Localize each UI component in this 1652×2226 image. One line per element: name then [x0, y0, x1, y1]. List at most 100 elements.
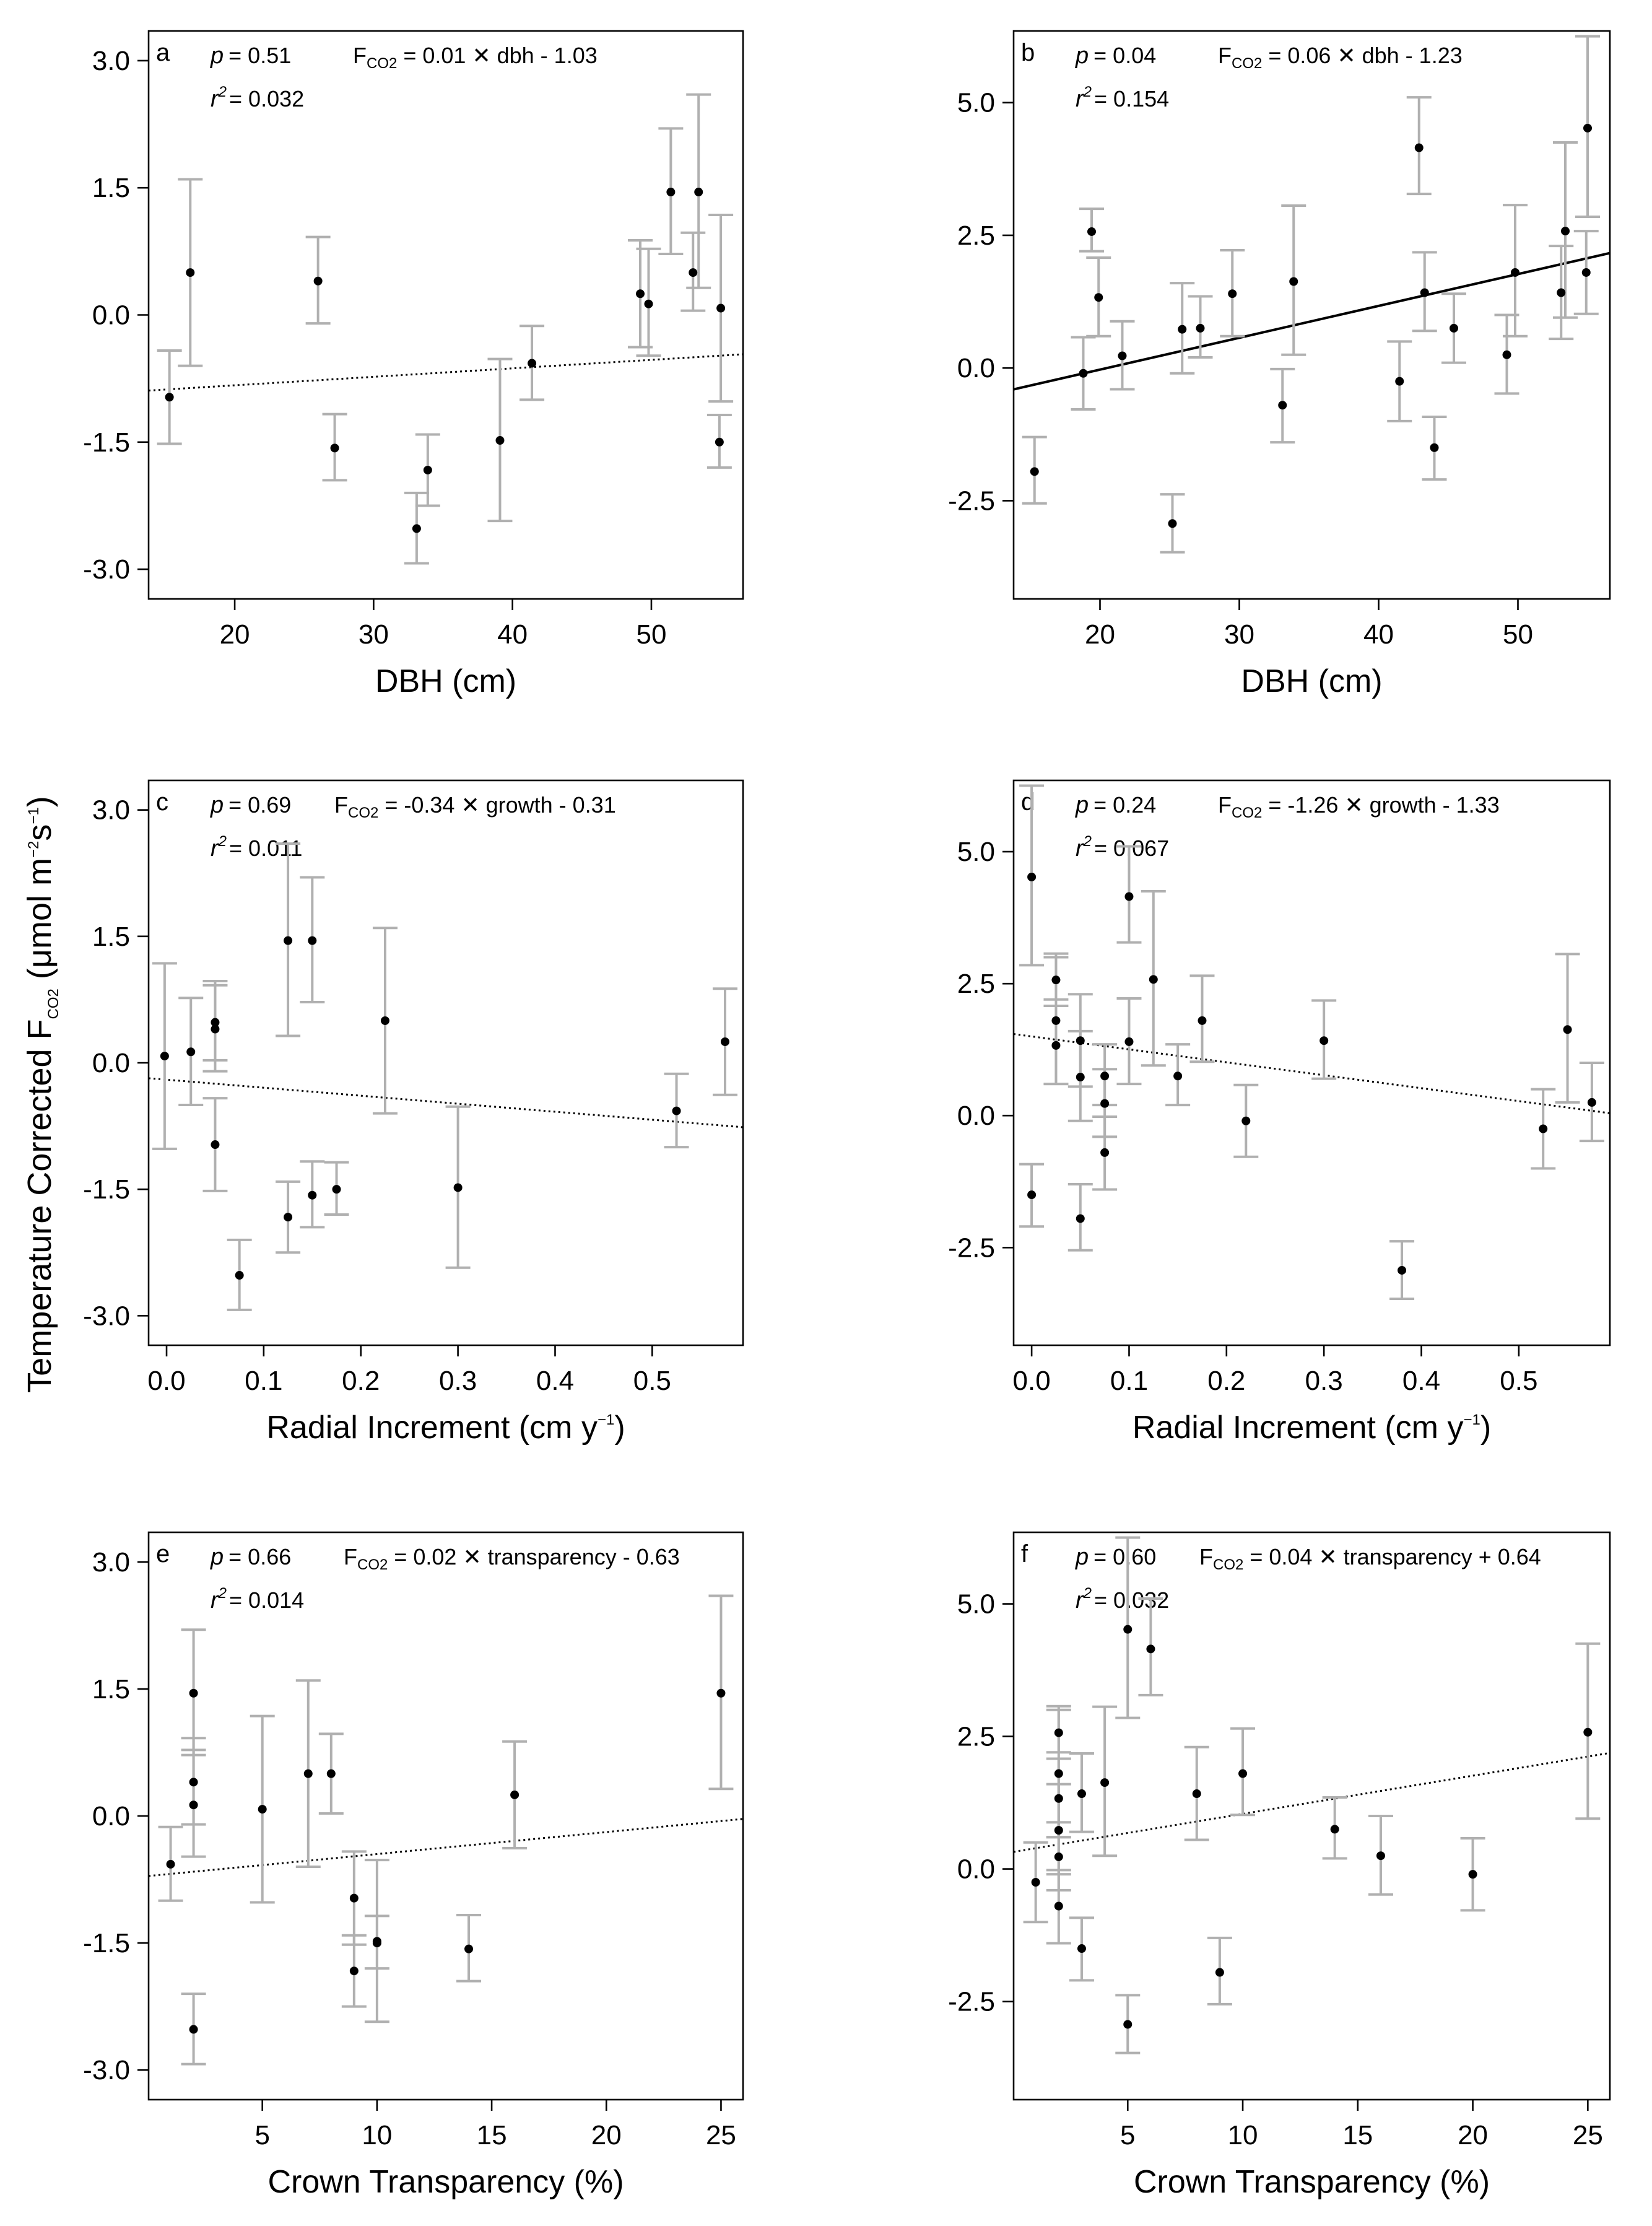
- panel-letter-e: e: [156, 1540, 170, 1568]
- data-point: [186, 1047, 196, 1057]
- data-point: [412, 524, 421, 533]
- data-point: [1054, 1852, 1063, 1861]
- data-point: [1123, 1625, 1132, 1634]
- data-point: [1228, 289, 1237, 299]
- x-axis-label-b: DBH (cm): [1241, 663, 1382, 699]
- data-point: [1241, 1116, 1251, 1125]
- r2-value-b: r2 = 0.154: [1076, 84, 1169, 112]
- plot-area-b: [1014, 35, 1610, 554]
- data-point: [1123, 2020, 1132, 2029]
- data-point: [1511, 268, 1519, 277]
- regression-equation-f: FCO2 = 0.04 ✕ transparency + 0.64: [1199, 1544, 1541, 1573]
- y-tick-label-d: -2.5: [948, 1233, 995, 1263]
- data-point: [1124, 892, 1134, 901]
- data-point: [1581, 268, 1591, 277]
- regression-line-e: [149, 1818, 743, 1877]
- x-tick-label-e: 10: [362, 2120, 392, 2150]
- data-point: [1146, 1644, 1155, 1654]
- x-tick-label-d: 0.3: [1305, 1366, 1343, 1396]
- y-tick-label-e: -1.5: [83, 1928, 130, 1958]
- data-point: [1376, 1851, 1385, 1861]
- data-point: [1079, 369, 1088, 378]
- y-tick-label-c: 0.0: [92, 1048, 130, 1078]
- plot-frame-b: [1012, 30, 1611, 600]
- data-point: [1076, 1073, 1085, 1082]
- data-point: [258, 1805, 267, 1814]
- data-point: [1420, 288, 1429, 297]
- regression-equation-c: FCO2 = -0.34 ✕ growth - 0.31: [334, 792, 616, 821]
- data-point: [1430, 443, 1439, 452]
- data-point: [1124, 1037, 1134, 1046]
- plot-frame-d: [1012, 779, 1611, 1347]
- r2-value-f: r2 = 0.032: [1076, 1585, 1169, 1613]
- y-tick-label-f: 2.5: [957, 1722, 995, 1752]
- x-tick-label-a: 30: [359, 619, 389, 650]
- data-point: [1087, 227, 1096, 236]
- data-point: [1289, 277, 1298, 286]
- data-point: [1502, 350, 1511, 359]
- data-point: [189, 1800, 198, 1810]
- y-tick-label-a: 0.0: [92, 300, 130, 331]
- plot-area-c: [149, 842, 743, 1311]
- data-point: [189, 1778, 198, 1787]
- data-point: [1051, 1041, 1061, 1050]
- data-point: [349, 1893, 359, 1903]
- data-point: [235, 1271, 244, 1280]
- plot-area-e: [149, 1594, 743, 2066]
- y-tick-label-f: 5.0: [957, 1589, 995, 1620]
- y-tick-label-b: 2.5: [957, 220, 995, 251]
- r2-value-d: r2 = 0.067: [1076, 833, 1169, 862]
- data-point: [1561, 227, 1570, 236]
- data-point: [332, 1185, 341, 1194]
- data-point: [1539, 1124, 1548, 1133]
- data-point: [308, 936, 317, 945]
- data-point: [666, 188, 676, 197]
- data-point: [1398, 1265, 1407, 1275]
- y-tick-label-d: 0.0: [957, 1101, 995, 1131]
- data-point: [1278, 401, 1287, 410]
- x-tick-label-c: 0.4: [536, 1366, 574, 1396]
- data-point: [349, 1966, 359, 1976]
- data-point: [1196, 323, 1205, 333]
- regression-equation-b: FCO2 = 0.06 ✕ dbh - 1.23: [1218, 43, 1463, 72]
- panel-a: -3.0 -1.5 0.0 1.5 3.0 20 30 40 50 DBH (cm) a p = 0.5…: [83, 30, 744, 699]
- y-tick-label-a: -1.5: [83, 427, 130, 458]
- data-point: [1051, 1016, 1061, 1025]
- data-point: [720, 1037, 729, 1046]
- y-tick-label-b: -2.5: [948, 486, 995, 516]
- data-point: [308, 1190, 317, 1200]
- x-tick-label-f: 20: [1458, 2120, 1488, 2150]
- plot-frame-e: [147, 1531, 744, 2101]
- y-tick-label-c: 3.0: [92, 795, 130, 826]
- plot-area-f: [1014, 1536, 1610, 2054]
- data-point: [715, 437, 724, 447]
- x-tick-label-b: 50: [1503, 619, 1533, 650]
- y-tick-label-e: -3.0: [83, 2055, 130, 2085]
- x-axis-label-a: DBH (cm): [375, 663, 516, 699]
- y-tick-label-b: 5.0: [957, 88, 995, 118]
- data-point: [372, 1939, 381, 1948]
- data-point: [1030, 467, 1039, 476]
- data-point: [528, 359, 537, 368]
- data-point: [1178, 325, 1187, 334]
- data-point: [1054, 1728, 1063, 1737]
- data-point: [380, 1016, 389, 1025]
- x-tick-label-a: 20: [220, 619, 250, 650]
- panel-e: -3.0 -1.5 0.0 1.5 3.0 5 10 15 20 25 Crown Transpar…: [83, 1531, 744, 2200]
- data-point: [1054, 1794, 1063, 1803]
- data-point: [1149, 975, 1158, 984]
- data-point: [330, 443, 339, 453]
- data-point: [165, 393, 174, 402]
- data-point: [1198, 1016, 1207, 1025]
- x-tick-label-f: 25: [1573, 2120, 1603, 2150]
- x-tick-label-a: 40: [497, 619, 528, 650]
- regression-line-a: [149, 353, 743, 392]
- x-tick-label-f: 15: [1342, 2120, 1373, 2150]
- x-tick-label-b: 40: [1363, 619, 1394, 650]
- x-tick-label-c: 0.3: [439, 1366, 477, 1396]
- data-point: [1100, 1099, 1110, 1108]
- data-point: [672, 1106, 681, 1115]
- data-point: [1215, 1968, 1224, 1977]
- x-tick-label-c: 0.5: [633, 1366, 671, 1396]
